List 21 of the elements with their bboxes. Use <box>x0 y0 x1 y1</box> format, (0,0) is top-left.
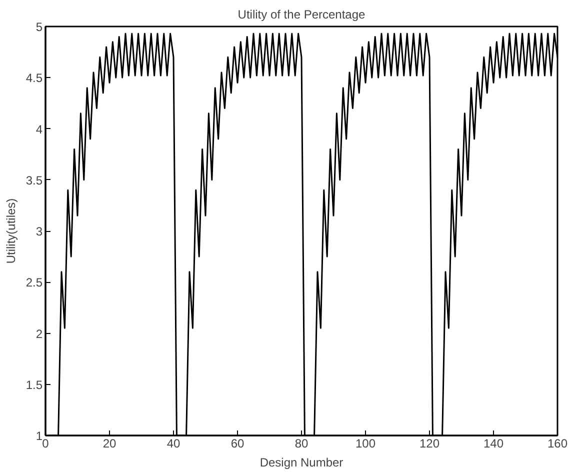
y-tick-label: 2.5 <box>26 276 43 290</box>
x-axis-title: Design Number <box>260 456 344 470</box>
x-tick-label: 0 <box>42 436 50 450</box>
x-tick-label: 40 <box>166 436 180 450</box>
y-tick-label: 3.5 <box>26 173 43 188</box>
x-tick-label: 160 <box>547 436 568 450</box>
y-tick-label: 2 <box>36 326 43 341</box>
x-tick-label: 80 <box>294 436 308 450</box>
y-tick-label: 1.5 <box>26 378 43 392</box>
y-tick-label: 5 <box>36 20 43 34</box>
y-tick-label: 1 <box>36 429 43 443</box>
y-tick-label: 3 <box>36 224 43 238</box>
chart-title: Utility of the Percentage <box>238 8 366 22</box>
y-axis-title: Utility(utiles) <box>4 198 18 264</box>
x-tick-label: 60 <box>230 436 244 450</box>
y-tick-label: 4 <box>36 122 43 136</box>
x-tick-label: 100 <box>355 436 376 450</box>
y-tick-label: 4.5 <box>26 71 43 86</box>
x-tick-label: 20 <box>102 436 116 450</box>
x-tick-label: 140 <box>483 436 504 450</box>
x-tick-label: 120 <box>419 436 440 450</box>
